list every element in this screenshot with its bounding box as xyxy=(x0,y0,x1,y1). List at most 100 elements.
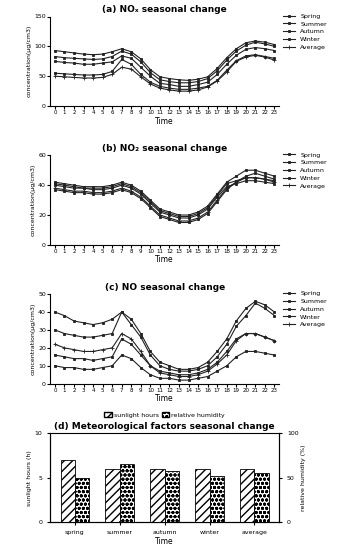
Average xyxy=(139,194,143,200)
Winter xyxy=(91,321,95,328)
Line: Winter: Winter xyxy=(53,300,276,371)
Summer xyxy=(177,377,181,383)
Spring xyxy=(244,178,248,184)
Summer xyxy=(148,204,153,211)
Spring xyxy=(110,354,114,360)
Spring xyxy=(244,330,248,337)
Summer xyxy=(167,375,171,382)
Winter xyxy=(72,183,76,190)
Average xyxy=(101,346,105,353)
Spring xyxy=(205,366,210,373)
Spring xyxy=(53,70,57,76)
Autumn xyxy=(205,203,210,210)
Average xyxy=(148,362,153,369)
Spring xyxy=(139,352,143,359)
Winter xyxy=(205,204,210,211)
Spring xyxy=(72,71,76,78)
Line: Average: Average xyxy=(53,175,277,223)
Spring xyxy=(120,56,124,63)
Summer xyxy=(224,362,229,369)
Summer xyxy=(244,348,248,355)
Average xyxy=(148,203,153,210)
Summer xyxy=(148,73,153,80)
Summer xyxy=(91,61,95,68)
Average xyxy=(72,188,76,195)
Average xyxy=(263,176,267,183)
Winter xyxy=(81,185,86,191)
Average xyxy=(158,85,162,91)
Spring xyxy=(196,212,200,218)
Average xyxy=(129,66,134,73)
Autumn xyxy=(139,188,143,195)
Autumn xyxy=(62,54,67,61)
Autumn xyxy=(53,327,57,333)
Summer xyxy=(101,60,105,67)
Winter xyxy=(263,176,267,183)
Average xyxy=(120,185,124,191)
Winter xyxy=(139,189,143,196)
Winter xyxy=(196,76,200,82)
Summer xyxy=(139,364,143,371)
Average xyxy=(148,81,153,87)
Winter xyxy=(177,76,181,83)
Summer xyxy=(215,71,219,78)
Spring xyxy=(224,348,229,355)
Winter xyxy=(177,213,181,220)
Average xyxy=(110,188,114,195)
Autumn xyxy=(253,300,257,306)
Spring xyxy=(205,83,210,90)
Spring xyxy=(129,341,134,348)
Spring xyxy=(91,186,95,193)
Autumn xyxy=(72,55,76,62)
Autumn xyxy=(263,170,267,177)
Summer xyxy=(91,191,95,197)
Autumn xyxy=(129,182,134,189)
Winter xyxy=(129,183,134,190)
Average xyxy=(244,330,248,337)
Winter xyxy=(253,174,257,181)
Autumn xyxy=(139,59,143,65)
Summer xyxy=(253,44,257,51)
Average xyxy=(205,368,210,375)
Winter xyxy=(253,298,257,305)
Summer xyxy=(110,189,114,196)
Winter xyxy=(139,56,143,62)
Average xyxy=(177,218,181,224)
Summer xyxy=(158,213,162,220)
Winter xyxy=(148,348,153,355)
Autumn xyxy=(129,51,134,57)
Winter xyxy=(263,301,267,308)
Autumn xyxy=(101,332,105,339)
Autumn xyxy=(148,352,153,359)
Spring xyxy=(234,180,238,187)
Autumn xyxy=(91,183,95,190)
Average xyxy=(177,373,181,380)
Line: Summer: Summer xyxy=(53,350,276,382)
Bar xyxy=(240,469,255,522)
Summer xyxy=(253,348,257,355)
Autumn xyxy=(272,43,277,50)
Winter xyxy=(234,178,238,184)
Autumn xyxy=(253,39,257,46)
Autumn xyxy=(53,53,57,60)
Line: Winter: Winter xyxy=(53,40,276,82)
Summer xyxy=(177,219,181,226)
Autumn xyxy=(167,78,171,85)
Winter xyxy=(224,54,229,61)
Summer xyxy=(53,362,57,369)
Spring xyxy=(81,355,86,362)
Average xyxy=(272,179,277,185)
Summer xyxy=(187,377,191,383)
Summer xyxy=(129,355,134,362)
Autumn xyxy=(177,368,181,375)
Summer xyxy=(234,179,238,185)
Average xyxy=(244,174,248,181)
Winter xyxy=(272,309,277,315)
Average xyxy=(110,344,114,351)
Bar xyxy=(165,471,179,522)
Spring xyxy=(272,55,277,62)
Bar xyxy=(61,460,75,522)
Bar xyxy=(195,469,209,522)
Winter xyxy=(196,210,200,217)
Line: Spring: Spring xyxy=(53,53,276,91)
